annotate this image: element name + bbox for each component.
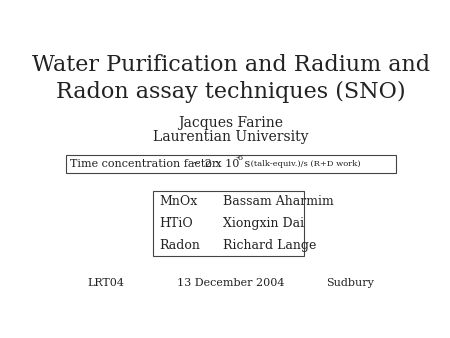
Text: 13 December 2004: 13 December 2004 (177, 278, 284, 288)
Text: Bassam Aharmim: Bassam Aharmim (223, 195, 333, 208)
Text: ~ 2 x 10: ~ 2 x 10 (192, 159, 239, 169)
Text: Radon: Radon (159, 239, 200, 252)
FancyBboxPatch shape (66, 154, 396, 173)
Text: -6: -6 (235, 154, 243, 162)
FancyBboxPatch shape (153, 191, 304, 256)
Text: LRT04: LRT04 (87, 278, 124, 288)
Text: Jacques Farine: Jacques Farine (178, 116, 283, 130)
Text: HTiO: HTiO (159, 217, 193, 230)
Text: Radon assay techniques (SNO): Radon assay techniques (SNO) (56, 80, 405, 103)
Text: s: s (241, 159, 250, 169)
Text: Laurentian University: Laurentian University (153, 130, 308, 144)
Text: (talk-equiv.)/s (R+D work): (talk-equiv.)/s (R+D work) (248, 160, 360, 168)
Text: Time concentration factor:: Time concentration factor: (70, 159, 221, 169)
Text: Richard Lange: Richard Lange (223, 239, 316, 252)
Text: MnOx: MnOx (159, 195, 198, 208)
Text: Water Purification and Radium and: Water Purification and Radium and (32, 54, 430, 76)
Text: Sudbury: Sudbury (326, 278, 374, 288)
Text: Xiongxin Dai: Xiongxin Dai (223, 217, 304, 230)
